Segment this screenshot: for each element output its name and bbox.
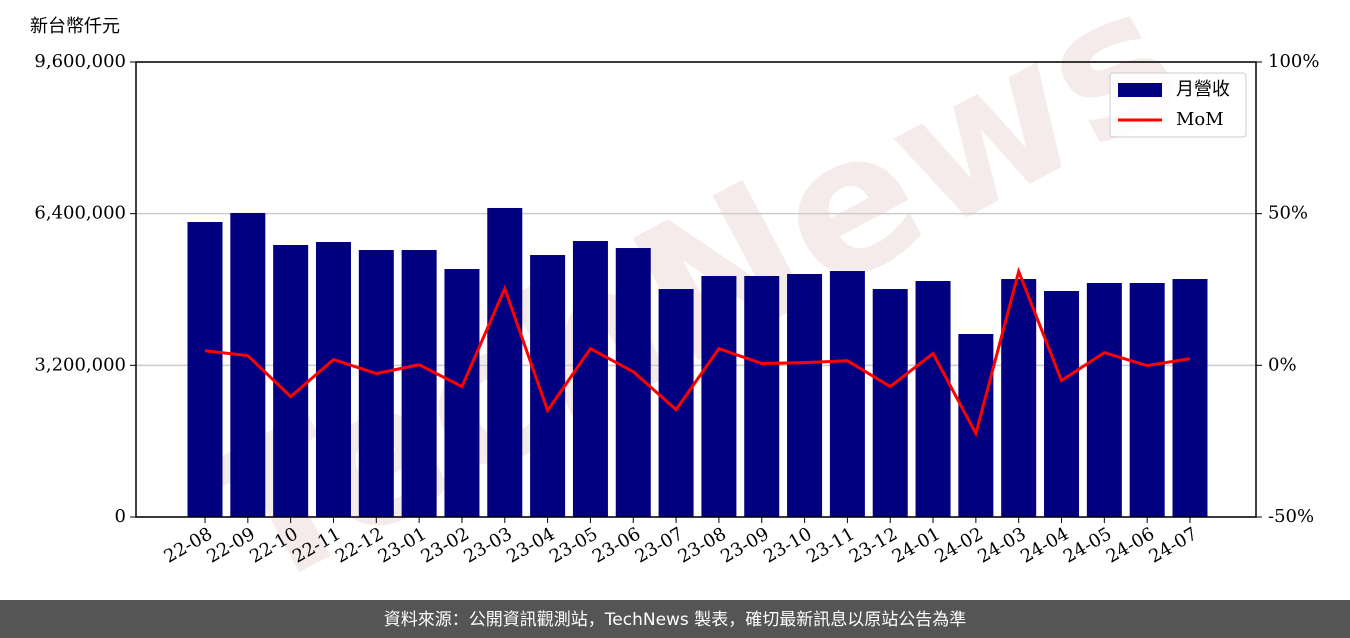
bar	[958, 334, 994, 517]
x-tick-label: 23-05	[546, 523, 601, 567]
bar	[658, 289, 694, 517]
bar	[358, 250, 394, 517]
x-tick-label: 24-07	[1146, 523, 1201, 567]
bar	[230, 213, 266, 518]
x-tick-label: 23-06	[589, 523, 644, 567]
bar	[187, 222, 223, 517]
y-tick-label: 6,400,000	[34, 203, 126, 224]
bar	[315, 242, 351, 517]
x-tick-label: 23-08	[674, 523, 729, 567]
y-tick-label: 0	[115, 506, 126, 527]
bar	[487, 207, 523, 517]
footer-bar	[0, 600, 1350, 638]
x-tick-label: 23-10	[760, 523, 815, 567]
bar	[915, 281, 951, 517]
x-tick-label: 23-04	[503, 523, 558, 567]
bar	[829, 271, 865, 517]
bar	[401, 250, 437, 517]
y2-tick-label: -50%	[1268, 506, 1314, 527]
plot-frame	[135, 61, 1257, 518]
bar	[1129, 283, 1165, 517]
y2-tick-label: 0%	[1268, 354, 1297, 375]
bar	[872, 289, 908, 517]
x-tick-label: 24-04	[1017, 523, 1072, 567]
legend-label: MoM	[1176, 109, 1224, 130]
bar	[530, 254, 566, 517]
bar	[273, 244, 309, 518]
x-tick-label: 24-01	[889, 523, 944, 567]
y-tick-label: 9,600,000	[34, 51, 126, 72]
x-tick-label: 24-02	[931, 523, 986, 567]
legend-swatch	[1118, 83, 1162, 97]
bar	[1172, 279, 1208, 517]
y-axis-label: 新台幣仟元	[30, 16, 120, 37]
line	[204, 266, 1191, 438]
x-tick-label: 23-09	[717, 523, 772, 567]
bar	[444, 269, 480, 517]
x-tick-label: 22-08	[161, 523, 216, 567]
x-tick-label: 24-06	[1103, 523, 1158, 567]
legend-label: 月營收	[1176, 79, 1230, 100]
x-tick-label: 23-11	[803, 523, 858, 567]
y-tick-label: 3,200,000	[34, 354, 126, 375]
y2-tick-label: 50%	[1268, 203, 1308, 224]
bar	[1086, 283, 1122, 517]
x-tick-label: 23-12	[846, 523, 901, 567]
bar	[744, 275, 780, 517]
bar	[572, 241, 608, 517]
x-tick-label: 23-07	[632, 523, 687, 567]
x-tick-label: 24-03	[974, 523, 1029, 567]
footer-text: 資料來源：公開資訊觀測站，TechNews 製表，確切最新訊息以原站公告為準	[384, 610, 966, 630]
bar	[1044, 291, 1080, 517]
x-tick-label: 24-05	[1060, 523, 1115, 567]
bar	[701, 275, 737, 517]
y2-tick-label: 100%	[1268, 51, 1319, 72]
bar	[787, 274, 823, 517]
